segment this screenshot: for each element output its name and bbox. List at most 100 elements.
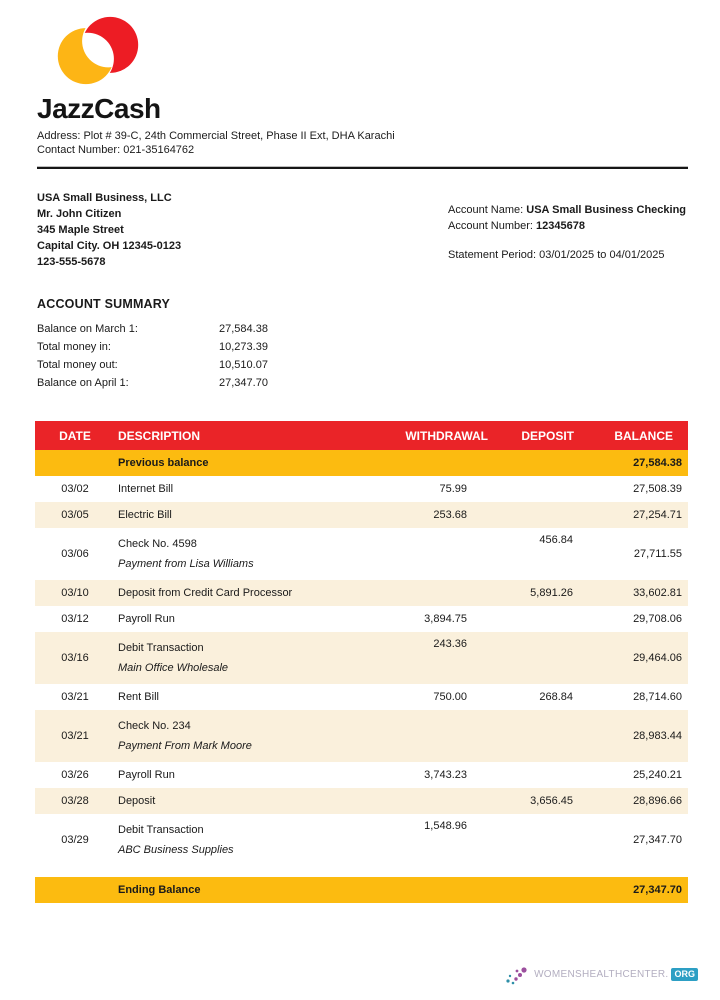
- table-row: 03/26 Payroll Run 3,743.23 25,240.21: [35, 762, 688, 788]
- cell-withdrawal: [395, 788, 495, 814]
- brand-contact: Contact Number: 021-35164762: [37, 144, 195, 156]
- cell-balance: 27,254.71: [633, 509, 682, 521]
- cell-date: 03/02: [61, 483, 89, 495]
- cell-description: Debit Transaction Main Office Wholesale: [115, 632, 395, 684]
- table-row: 03/05 Electric Bill 253.68 27,254.71: [35, 502, 688, 528]
- cell-description: Payroll Run: [115, 606, 395, 632]
- description-main: Electric Bill: [118, 509, 172, 521]
- brand-wordmark: JazzCash: [37, 93, 161, 124]
- cell-balance: 25,240.21: [633, 769, 682, 781]
- cell-balance: 29,464.06: [633, 652, 682, 664]
- table-row: 03/28 Deposit 3,656.45 28,896.66: [35, 788, 688, 814]
- summary-label: Total money out:: [37, 359, 118, 371]
- header-row: DATE DESCRIPTION WITHDRAWAL DEPOSIT BALA…: [35, 421, 688, 450]
- summary-label: Balance on April 1:: [37, 377, 129, 389]
- ending-balance-value: 27,347.70: [633, 884, 682, 896]
- header-balance: BALANCE: [614, 428, 673, 443]
- summary-value: 10,273.39: [219, 341, 268, 353]
- account-summary-title: ACCOUNT SUMMARY: [37, 297, 171, 311]
- cell-withdrawal: 3,743.23: [424, 769, 467, 781]
- parties-section: USA Small Business, LLC Mr. John Citizen…: [37, 190, 688, 270]
- summary-row: Balance on April 1: 27,347.70: [37, 374, 688, 392]
- description-main: Internet Bill: [118, 483, 174, 495]
- cell-withdrawal: [395, 877, 495, 903]
- watermark-badge: ORG: [671, 967, 698, 981]
- previous-balance-label: Previous balance: [118, 457, 209, 469]
- account-name-line: Account Name: USA Small Business Checkin…: [448, 202, 688, 218]
- customer-line: USA Small Business, LLC: [37, 192, 172, 204]
- header-divider: [37, 166, 688, 169]
- description-main: Payroll Run: [118, 769, 175, 781]
- cell-withdrawal: 75.99: [439, 483, 467, 495]
- cell-description: Electric Bill: [115, 502, 395, 528]
- table-row: 03/21 Rent Bill 750.00 268.84 28,714.60: [35, 684, 688, 710]
- description-main: Rent Bill: [118, 691, 159, 703]
- cell-date: 03/21: [61, 730, 89, 742]
- account-name-value: USA Small Business Checking: [526, 204, 687, 216]
- cell-date: [35, 450, 115, 476]
- cell-deposit: 3,656.45: [530, 795, 573, 807]
- cell-date: [35, 877, 115, 903]
- cell-description: Deposit: [115, 788, 395, 814]
- previous-balance-value: 27,584.38: [633, 457, 682, 469]
- customer-line: 345 Maple Street: [37, 224, 124, 236]
- summary-row: Total money out: 10,510.07: [37, 356, 688, 374]
- header-date: DATE: [59, 428, 91, 443]
- description-main: Deposit from Credit Card Processor: [118, 587, 293, 599]
- cell-balance: 27,508.39: [633, 483, 682, 495]
- cell-date: 03/16: [61, 652, 89, 664]
- cell-deposit: [495, 814, 585, 866]
- description-sub: Payment From Mark Moore: [118, 740, 252, 752]
- cell-balance: 27,347.70: [633, 834, 682, 846]
- spacer-row: [35, 866, 688, 877]
- ending-balance-label: Ending Balance: [118, 884, 201, 896]
- ending-balance-row: Ending Balance 27,347.70: [35, 877, 688, 903]
- summary-label: Total money in:: [37, 341, 111, 353]
- cell-description: Rent Bill: [115, 684, 395, 710]
- table-row: 03/06 Check No. 4598 Payment from Lisa W…: [35, 528, 688, 580]
- account-number-label: Account Number:: [448, 220, 537, 232]
- jazzcash-logo-icon: [57, 16, 139, 85]
- cell-date: 03/12: [61, 613, 89, 625]
- cell-description: Check No. 4598 Payment from Lisa William…: [115, 528, 395, 580]
- cell-date: 03/28: [61, 795, 89, 807]
- cell-withdrawal: [395, 528, 495, 580]
- cell-balance: 33,602.81: [633, 587, 682, 599]
- cell-date: 03/29: [61, 834, 89, 846]
- cell-balance: 28,896.66: [633, 795, 682, 807]
- cell-withdrawal: [395, 710, 495, 762]
- watermark-dots-icon: [506, 967, 527, 985]
- cell-date: 03/10: [61, 587, 89, 599]
- cell-withdrawal: 1,548.96: [424, 820, 467, 832]
- cell-deposit: [495, 762, 585, 788]
- watermark: WOMENSHEALTHCENTER. ORG: [505, 961, 698, 987]
- cell-deposit: [495, 502, 585, 528]
- cell-withdrawal: 750.00: [433, 691, 467, 703]
- table-row: 03/16 Debit Transaction Main Office Whol…: [35, 632, 688, 684]
- customer-line: Mr. John Citizen: [37, 208, 122, 220]
- table-row: 03/10 Deposit from Credit Card Processor…: [35, 580, 688, 606]
- summary-row: Total money in: 10,273.39: [37, 338, 688, 356]
- cell-deposit: [495, 476, 585, 502]
- cell-date: 03/26: [61, 769, 89, 781]
- table-row: 03/21 Check No. 234 Payment From Mark Mo…: [35, 710, 688, 762]
- transactions-table: DATE DESCRIPTION WITHDRAWAL DEPOSIT BALA…: [35, 421, 688, 903]
- header-description: DESCRIPTION: [118, 428, 201, 443]
- description-sub: Main Office Wholesale: [118, 662, 229, 674]
- account-number-line: Account Number: 12345678: [448, 218, 688, 234]
- description-main: Check No. 4598: [118, 538, 197, 550]
- customer-line: Capital City. OH 12345-0123: [37, 240, 182, 252]
- cell-description: Deposit from Credit Card Processor: [115, 580, 395, 606]
- brand-address: Address: Plot # 39-C, 24th Commercial St…: [37, 130, 395, 142]
- account-number-value: 12345678: [536, 220, 585, 232]
- header-withdrawal: WITHDRAWAL: [405, 428, 488, 443]
- description-sub: ABC Business Supplies: [118, 844, 234, 856]
- statement-period-label: Statement Period:: [448, 249, 540, 261]
- account-info-block: Account Name: USA Small Business Checkin…: [448, 202, 688, 270]
- cell-deposit: 268.84: [539, 691, 573, 703]
- summary-label: Balance on March 1:: [37, 323, 138, 335]
- account-summary-list: Balance on March 1: 27,584.38 Total mone…: [37, 320, 688, 392]
- customer-line: 123-555-5678: [37, 256, 106, 268]
- cell-deposit: [495, 710, 585, 762]
- cell-deposit: [495, 632, 585, 684]
